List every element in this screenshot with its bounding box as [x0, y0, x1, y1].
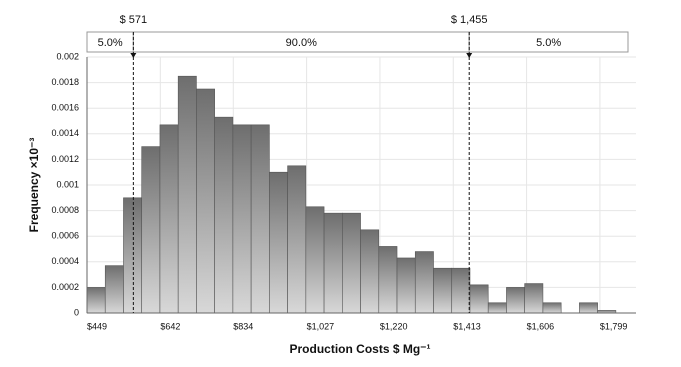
- bar: [487, 302, 507, 314]
- bar: [524, 283, 544, 314]
- marker-label: $ 1,455: [451, 14, 488, 26]
- y-tick-label: 0.0016: [51, 103, 79, 113]
- bar: [269, 171, 288, 314]
- y-axis-label: Frequency ×10⁻³: [27, 138, 41, 233]
- x-tick-label: $1,799: [600, 321, 628, 331]
- bar: [451, 267, 471, 314]
- bar: [378, 246, 398, 314]
- y-tick-label: 0.0012: [51, 154, 79, 164]
- x-tick-label: $1,220: [380, 321, 408, 331]
- x-tick-label: $642: [160, 321, 180, 331]
- x-tick-label: $1,027: [307, 321, 335, 331]
- x-tick-label: $834: [233, 321, 253, 331]
- x-tick-label: $1,606: [527, 321, 555, 331]
- bar: [123, 197, 143, 314]
- y-tick-label: 0.001: [56, 179, 79, 189]
- y-tick-label: 0.0018: [51, 77, 79, 87]
- y-tick-label: 0.0004: [51, 256, 79, 266]
- bar: [287, 165, 307, 314]
- region-label: 90.0%: [286, 37, 317, 49]
- bar: [579, 302, 598, 314]
- y-tick-label: 0.0008: [51, 205, 79, 215]
- bar: [250, 124, 270, 314]
- bar: [196, 88, 215, 314]
- x-tick-label: $449: [87, 321, 107, 331]
- bar: [141, 146, 161, 314]
- y-tick-label: 0.0002: [51, 282, 79, 292]
- bar: [323, 212, 343, 314]
- marker-label: $ 571: [120, 14, 148, 26]
- bar: [177, 75, 197, 314]
- bar: [104, 265, 124, 314]
- bar: [232, 124, 252, 314]
- bar: [342, 212, 361, 314]
- y-tick-label: 0.002: [56, 51, 79, 61]
- bar: [469, 284, 489, 314]
- x-axis-label: Production Costs $ Mg⁻¹: [290, 342, 431, 356]
- marker-arrow: [130, 53, 137, 58]
- marker-arrow: [466, 53, 473, 58]
- bar: [86, 287, 106, 314]
- bar: [214, 116, 234, 314]
- bar: [396, 257, 416, 314]
- x-tick-label: $1,413: [453, 321, 481, 331]
- bar: [506, 287, 525, 314]
- bar: [433, 267, 453, 314]
- bar: [542, 302, 562, 314]
- bar: [159, 124, 179, 314]
- bar: [414, 251, 434, 314]
- region-label: 5.0%: [98, 37, 123, 49]
- y-tick-label: 0.0014: [51, 128, 79, 138]
- region-label: 5.0%: [536, 37, 561, 49]
- bar: [305, 206, 325, 314]
- y-tick-label: 0: [74, 307, 79, 317]
- y-tick-label: 0.0006: [51, 231, 79, 241]
- bar: [360, 229, 380, 314]
